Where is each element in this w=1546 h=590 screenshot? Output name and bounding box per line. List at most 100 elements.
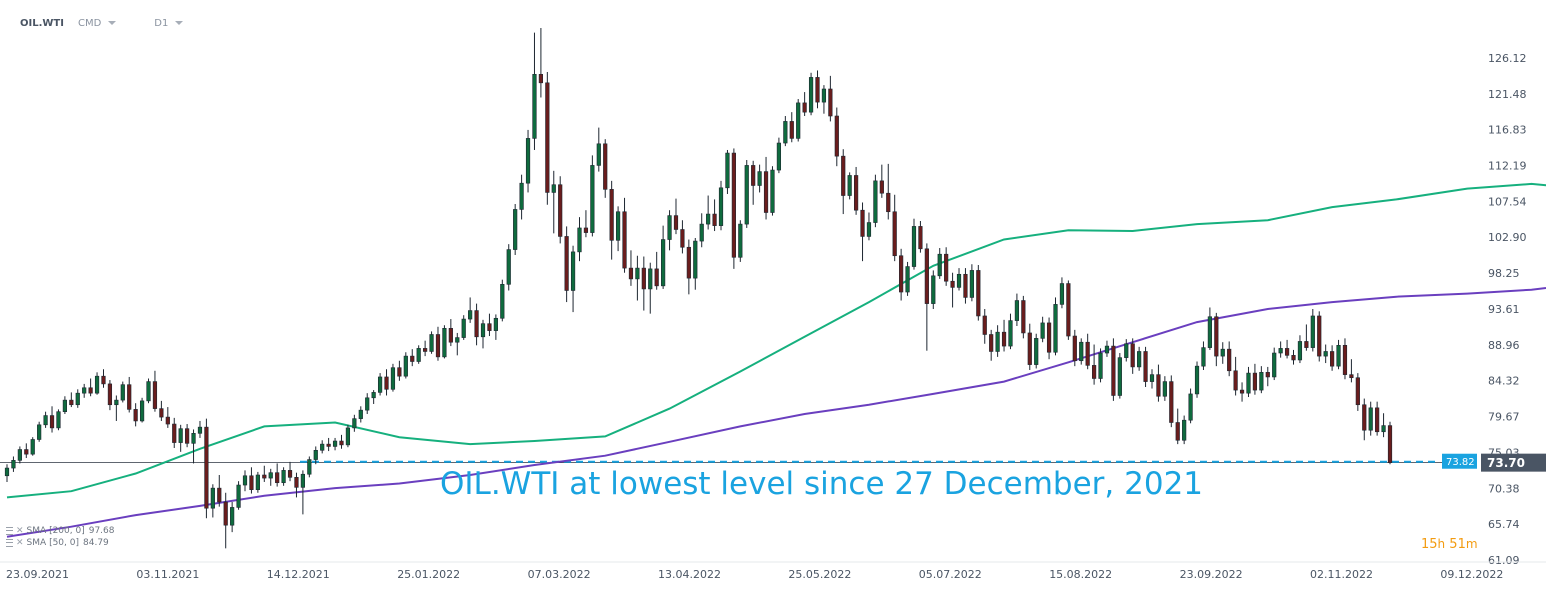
- candle[interactable]: [937, 248, 942, 279]
- candle[interactable]: [1104, 340, 1110, 357]
- candle[interactable]: [744, 160, 749, 228]
- candle[interactable]: [661, 225, 666, 289]
- candle[interactable]: [789, 112, 794, 143]
- candle[interactable]: [525, 129, 531, 193]
- candle[interactable]: [751, 160, 756, 205]
- candle[interactable]: [1349, 359, 1354, 383]
- candle[interactable]: [1008, 313, 1013, 350]
- candle[interactable]: [56, 409, 61, 431]
- candle[interactable]: [326, 437, 331, 452]
- candle[interactable]: [210, 484, 215, 518]
- candle[interactable]: [1246, 366, 1251, 398]
- candle[interactable]: [487, 313, 492, 337]
- candle[interactable]: [519, 174, 524, 220]
- candle[interactable]: [950, 272, 955, 308]
- candle[interactable]: [841, 149, 846, 215]
- candle[interactable]: [262, 465, 267, 482]
- candle[interactable]: [313, 446, 318, 465]
- candle[interactable]: [339, 434, 344, 449]
- candle[interactable]: [1188, 388, 1193, 424]
- candle[interactable]: [808, 72, 814, 116]
- candle[interactable]: [82, 383, 87, 398]
- candle[interactable]: [1214, 312, 1219, 367]
- candle[interactable]: [1194, 361, 1200, 398]
- candle[interactable]: [545, 72, 550, 205]
- candle[interactable]: [615, 206, 621, 252]
- candle[interactable]: [455, 332, 460, 356]
- candle[interactable]: [1046, 317, 1052, 360]
- candle[interactable]: [976, 265, 981, 321]
- candle[interactable]: [686, 239, 691, 295]
- candle[interactable]: [204, 418, 209, 519]
- candle[interactable]: [924, 243, 929, 351]
- instrument-symbol[interactable]: OIL.WTI: [20, 17, 64, 29]
- candle[interactable]: [944, 247, 949, 286]
- candle[interactable]: [1149, 369, 1155, 389]
- candle[interactable]: [1297, 335, 1303, 364]
- candle[interactable]: [866, 212, 872, 241]
- candle[interactable]: [1053, 297, 1058, 356]
- candle[interactable]: [1059, 277, 1065, 309]
- candle[interactable]: [358, 406, 363, 423]
- candle[interactable]: [1375, 401, 1380, 436]
- candle[interactable]: [377, 373, 383, 396]
- candle[interactable]: [1291, 349, 1296, 365]
- candle[interactable]: [1239, 382, 1245, 402]
- candle[interactable]: [834, 107, 839, 167]
- candle[interactable]: [763, 156, 769, 220]
- candle[interactable]: [699, 213, 704, 248]
- candle[interactable]: [37, 421, 42, 442]
- candle[interactable]: [995, 325, 1000, 357]
- candle[interactable]: [371, 390, 376, 404]
- candle[interactable]: [821, 85, 827, 114]
- candle[interactable]: [1272, 347, 1277, 381]
- candle[interactable]: [1330, 345, 1335, 371]
- candle[interactable]: [268, 468, 273, 486]
- candle[interactable]: [1169, 375, 1174, 428]
- candle[interactable]: [931, 270, 936, 310]
- market-dropdown[interactable]: CMD: [78, 18, 117, 29]
- candle[interactable]: [551, 170, 556, 234]
- candle[interactable]: [410, 349, 415, 367]
- candle[interactable]: [69, 392, 74, 408]
- candle[interactable]: [88, 378, 93, 397]
- candle[interactable]: [236, 481, 241, 510]
- candle[interactable]: [365, 393, 370, 415]
- candle[interactable]: [172, 417, 177, 448]
- candle[interactable]: [1130, 338, 1135, 374]
- candle[interactable]: [1381, 413, 1386, 438]
- candle[interactable]: [191, 429, 196, 464]
- candle[interactable]: [956, 268, 962, 291]
- close-icon[interactable]: ✕: [16, 538, 24, 548]
- candle[interactable]: [1182, 415, 1187, 445]
- candle[interactable]: [114, 395, 119, 421]
- candle[interactable]: [982, 309, 987, 344]
- candle[interactable]: [1021, 295, 1026, 339]
- candle[interactable]: [139, 397, 145, 423]
- candle[interactable]: [1259, 366, 1264, 394]
- candle[interactable]: [886, 163, 891, 220]
- candle[interactable]: [500, 279, 505, 322]
- candle[interactable]: [1336, 339, 1341, 370]
- candle[interactable]: [873, 174, 878, 228]
- candle[interactable]: [628, 250, 634, 286]
- candle[interactable]: [712, 199, 717, 232]
- candle[interactable]: [963, 268, 968, 304]
- candle[interactable]: [1265, 366, 1270, 387]
- candle[interactable]: [1201, 341, 1206, 371]
- candle[interactable]: [1278, 341, 1283, 358]
- candle[interactable]: [1387, 421, 1393, 465]
- candle[interactable]: [230, 502, 235, 533]
- candle[interactable]: [706, 195, 711, 230]
- candle[interactable]: [596, 127, 601, 172]
- candle[interactable]: [178, 424, 183, 452]
- candle[interactable]: [757, 164, 762, 193]
- candle[interactable]: [680, 220, 685, 254]
- candle[interactable]: [693, 237, 698, 290]
- candle[interactable]: [75, 389, 80, 408]
- candle[interactable]: [223, 492, 228, 549]
- candle[interactable]: [403, 352, 408, 379]
- candle[interactable]: [1220, 342, 1225, 364]
- candle[interactable]: [506, 244, 511, 291]
- candle[interactable]: [847, 172, 852, 200]
